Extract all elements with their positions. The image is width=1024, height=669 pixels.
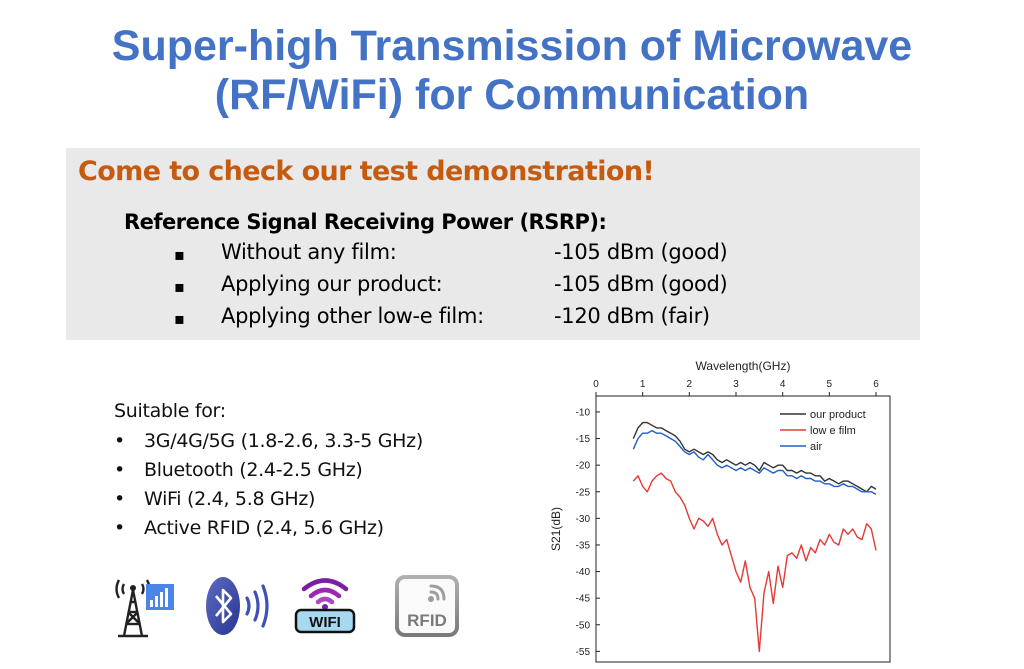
square-bullet-icon: ▪: [174, 309, 185, 328]
y-tick-label: -10: [576, 407, 591, 418]
square-bullet-icon: ▪: [174, 277, 185, 296]
plot-frame: [595, 395, 891, 663]
wifi-label: WIFI: [309, 614, 341, 631]
cell-tower-icon: [115, 579, 174, 638]
suitable-item-text: WiFi (2.4, 5.8 GHz): [144, 488, 316, 510]
x-axis-label: Wavelength(GHz): [696, 359, 791, 373]
legend-label: air: [810, 441, 823, 453]
wifi-icon: WIFI: [294, 578, 356, 634]
suitable-item: • Active RFID (2.4, 5.6 GHz): [114, 517, 384, 539]
y-tick-label: -40: [576, 567, 591, 578]
suitable-item-text: Active RFID (2.4, 5.6 GHz): [144, 517, 384, 539]
x-tick-label: 6: [873, 379, 879, 390]
demo-heading: Come to check our test demonstration!: [78, 156, 655, 187]
suitable-title: Suitable for:: [114, 400, 226, 422]
series-line: [632, 472, 877, 653]
rsrp-label: Applying other low-e film:: [221, 304, 484, 328]
y-tick-label: -50: [576, 620, 591, 631]
suitable-item: • Bluetooth (2.4-2.5 GHz): [114, 459, 363, 481]
legend-label: low e film: [810, 425, 856, 437]
x-tick-label: 2: [687, 379, 693, 390]
x-tick-label: 3: [733, 379, 739, 390]
series-line: [632, 421, 877, 493]
y-tick-label: -20: [576, 461, 591, 472]
rsrp-label: Applying our product:: [221, 272, 443, 296]
y-tick-label: -30: [576, 514, 591, 525]
rfid-icon: RFID: [395, 575, 459, 637]
y-tick-label: -35: [576, 540, 591, 551]
y-tick-label: -45: [576, 594, 591, 605]
y-tick-label: -15: [576, 434, 591, 445]
bullet-icon: •: [114, 459, 125, 481]
rsrp-label: Without any film:: [221, 240, 397, 264]
bullet-icon: •: [114, 430, 125, 452]
x-tick-label: 1: [640, 379, 646, 390]
legend-label: our product: [810, 409, 866, 421]
rsrp-value: -105 dBm (good): [554, 240, 728, 264]
suitable-item: • 3G/4G/5G (1.8-2.6, 3.3-5 GHz): [114, 430, 423, 452]
s21-chart: Wavelength(GHz) S21(dB) 0 1 2 3 4 5 6 -10 -15 -20…: [549, 359, 891, 663]
y-axis-label: S21(dB): [549, 507, 563, 551]
suitable-item: • WiFi (2.4, 5.8 GHz): [114, 488, 315, 510]
page-title-line-1: Super-high Transmission of Microwave: [111, 22, 913, 70]
x-tick-label: 5: [827, 379, 833, 390]
bullet-icon: •: [114, 488, 125, 510]
rsrp-value: -105 dBm (good): [554, 272, 728, 296]
page-title-line-2: (RF/WiFi) for Communication: [214, 71, 810, 119]
suitable-item-text: 3G/4G/5G (1.8-2.6, 3.3-5 GHz): [144, 430, 423, 452]
series-line: [632, 429, 877, 496]
y-tick-label: -25: [576, 487, 591, 498]
rsrp-title: Reference Signal Receiving Power (RSRP):: [124, 210, 607, 234]
x-tick-label: 0: [593, 379, 599, 390]
square-bullet-icon: ▪: [174, 245, 185, 264]
rfid-label: RFID: [407, 611, 447, 630]
x-tick-label: 4: [780, 379, 786, 390]
y-tick-label: -55: [576, 647, 591, 658]
suitable-item-text: Bluetooth (2.4-2.5 GHz): [144, 459, 363, 481]
demo-box: Come to check our test demonstration! Re…: [66, 148, 920, 340]
bluetooth-icon: [206, 577, 269, 635]
rsrp-value: -120 dBm (fair): [554, 304, 710, 328]
bullet-icon: •: [114, 517, 125, 539]
